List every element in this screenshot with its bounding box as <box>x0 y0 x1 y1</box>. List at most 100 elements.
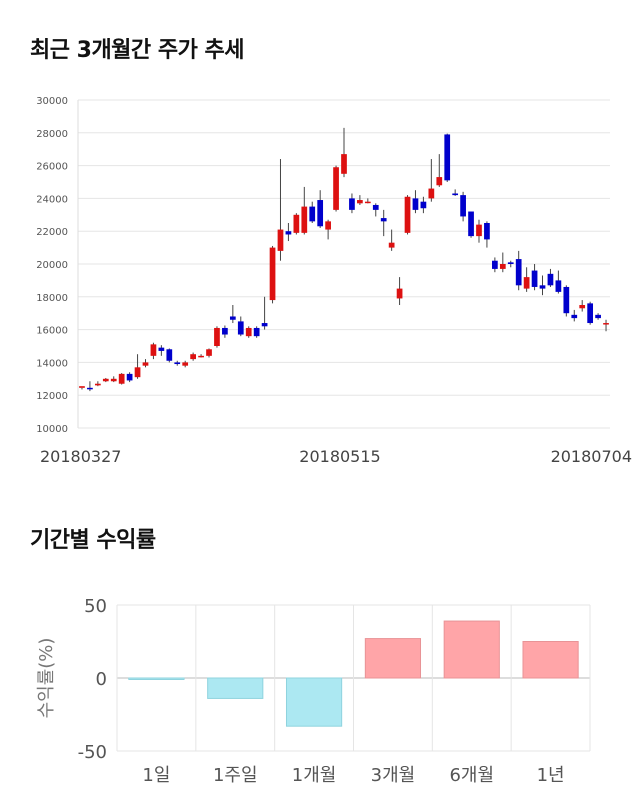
candle <box>587 301 594 325</box>
period-return-title: 기간별 수익률 <box>30 528 156 553</box>
candle-body <box>261 323 268 327</box>
candle <box>436 154 443 187</box>
candle-body <box>444 134 451 181</box>
candle <box>206 348 212 358</box>
candle <box>293 213 300 235</box>
return-bar <box>443 620 500 679</box>
candle-body <box>412 198 419 210</box>
candle-body <box>325 221 331 230</box>
y-tick-label: 22000 <box>36 227 68 238</box>
candle-body <box>547 273 554 286</box>
candle <box>531 264 538 291</box>
candle <box>214 326 220 348</box>
candle <box>444 133 451 182</box>
candle-body <box>499 264 506 269</box>
candle-body <box>404 196 411 233</box>
candle-body <box>357 200 363 204</box>
candle <box>492 257 498 273</box>
candle-body <box>595 314 601 319</box>
candle <box>79 386 85 390</box>
candle <box>229 305 236 324</box>
candle-body <box>563 286 570 314</box>
candle <box>364 198 371 204</box>
x-tick-label: 20180327 <box>40 447 121 466</box>
candle-body <box>388 242 395 248</box>
candle <box>420 196 427 214</box>
y-tick-label: 30000 <box>36 96 68 107</box>
candle <box>476 219 482 243</box>
candle-body <box>245 327 252 337</box>
y-tick-label: 0 <box>96 669 107 690</box>
candle-body <box>380 218 387 222</box>
candle-body <box>460 195 466 217</box>
x-tick-label: 1년 <box>537 765 565 786</box>
y-tick-label: 28000 <box>36 129 68 140</box>
candle-body <box>436 177 443 186</box>
candle-body <box>587 303 594 324</box>
candle-body <box>531 270 538 287</box>
y-tick-label: -50 <box>78 742 107 763</box>
candle-body <box>571 314 578 319</box>
candle-body <box>539 285 546 289</box>
candle <box>245 326 252 338</box>
candle-body <box>166 349 173 361</box>
candle <box>357 195 363 205</box>
x-tick-label: 20180515 <box>299 447 380 466</box>
candle-body <box>285 231 292 235</box>
candle <box>341 127 347 178</box>
return-bar <box>207 677 264 699</box>
candle <box>110 376 117 383</box>
candle <box>166 348 173 363</box>
candle <box>190 352 196 361</box>
candle <box>158 345 165 356</box>
return-bar <box>522 641 579 679</box>
y-tick-label: 26000 <box>36 162 68 173</box>
candle <box>317 190 324 228</box>
candle <box>198 354 204 358</box>
candle-body <box>341 154 347 174</box>
candle <box>396 277 403 305</box>
return-bar <box>285 677 343 727</box>
y-tick-label: 50 <box>84 596 107 617</box>
candle <box>102 377 109 383</box>
candle-body <box>237 321 244 335</box>
candle-body <box>126 373 133 381</box>
candle <box>87 381 93 392</box>
candle <box>563 285 570 317</box>
y-axis-label: 수익률(%) <box>36 638 57 719</box>
candle <box>277 159 284 261</box>
candle <box>142 359 149 368</box>
candle-body <box>150 344 157 356</box>
candle-body <box>523 277 530 289</box>
y-tick-label: 10000 <box>36 424 68 435</box>
candle-body <box>134 367 141 378</box>
x-tick-label: 6개월 <box>449 765 494 786</box>
candle <box>460 191 466 222</box>
candle-body <box>206 349 212 356</box>
candle-body <box>174 362 181 365</box>
candle-body <box>349 198 355 210</box>
candle-body <box>94 383 101 386</box>
x-tick-label: 3개월 <box>371 765 416 786</box>
candle-body <box>507 262 514 264</box>
candle <box>301 186 308 235</box>
candle <box>404 195 411 235</box>
candle <box>261 296 268 330</box>
candle-body <box>372 204 379 210</box>
candle-body <box>515 259 522 286</box>
candle-body <box>555 280 562 292</box>
candle-body <box>253 327 260 337</box>
y-tick-label: 14000 <box>36 358 68 369</box>
candle-body <box>190 354 196 360</box>
candle <box>126 372 133 383</box>
candle-body <box>102 378 109 382</box>
candle <box>547 268 554 287</box>
candle <box>325 219 331 240</box>
return-bar <box>128 677 185 680</box>
candle <box>150 342 157 360</box>
y-tick-label: 20000 <box>36 260 68 271</box>
y-tick-label: 12000 <box>36 391 68 402</box>
candle-body <box>364 201 371 204</box>
candle-body <box>484 223 490 240</box>
candle-body <box>396 288 403 299</box>
